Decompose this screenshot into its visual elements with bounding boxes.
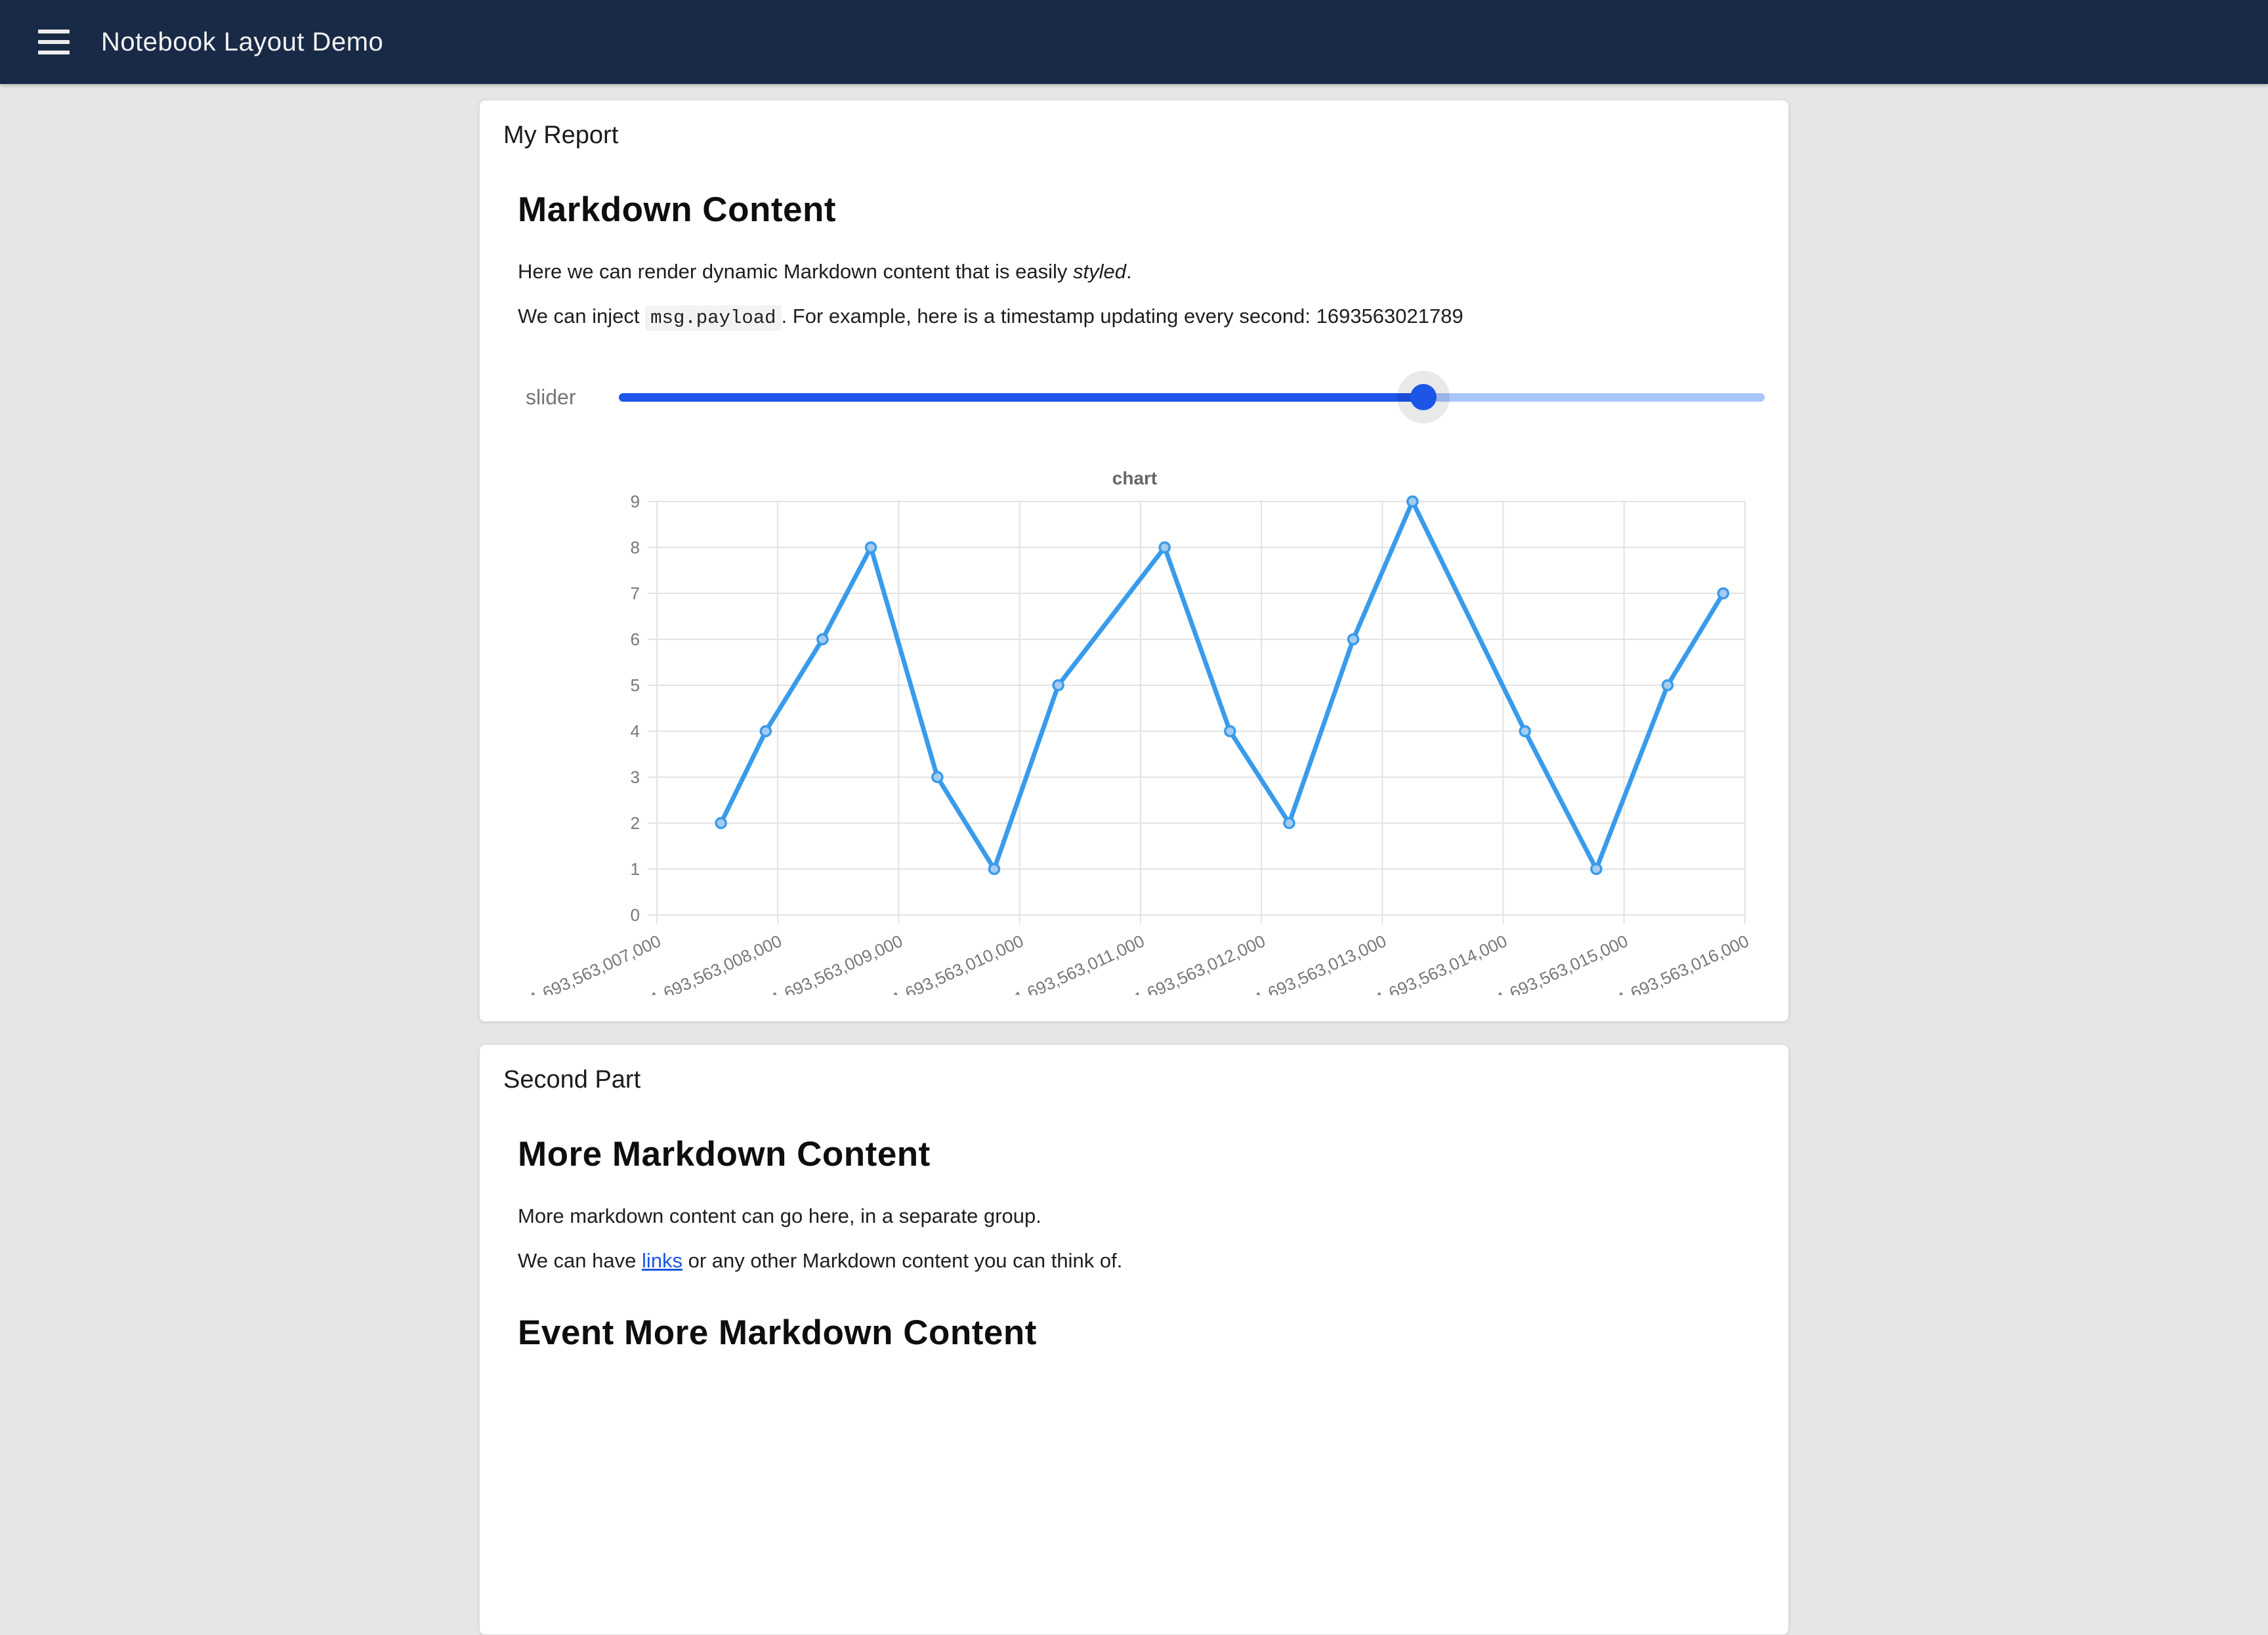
app-header: Notebook Layout Demo <box>0 0 2268 84</box>
hamburger-icon <box>38 30 70 33</box>
svg-text:6: 6 <box>631 629 640 649</box>
svg-text:1: 1 <box>631 859 640 879</box>
hamburger-menu-button[interactable] <box>38 30 70 54</box>
svg-text:1,693,563,010,000: 1,693,563,010,000 <box>889 931 1026 995</box>
svg-text:0: 0 <box>631 905 640 925</box>
markdown-heading: Markdown Content <box>518 190 836 229</box>
markdown-paragraph: We can have links or any other Markdown … <box>518 1249 1123 1272</box>
card-title: Second Part <box>503 1066 641 1094</box>
markdown-heading: More Markdown Content <box>518 1135 931 1174</box>
svg-text:1,693,563,015,000: 1,693,563,015,000 <box>1494 931 1631 995</box>
svg-text:8: 8 <box>631 538 640 557</box>
markdown-paragraph: We can inject msg.payload. For example, … <box>518 304 1765 331</box>
slider-track[interactable] <box>619 371 1765 423</box>
svg-text:1,693,563,007,000: 1,693,563,007,000 <box>526 931 663 995</box>
svg-text:3: 3 <box>631 767 640 787</box>
svg-text:1,693,563,008,000: 1,693,563,008,000 <box>648 931 785 995</box>
svg-text:5: 5 <box>631 675 640 695</box>
emphasis-text: styled <box>1073 260 1126 283</box>
svg-text:4: 4 <box>631 721 640 741</box>
app-title: Notebook Layout Demo <box>101 27 384 56</box>
svg-text:1,693,563,013,000: 1,693,563,013,000 <box>1252 931 1389 995</box>
svg-text:1,693,563,009,000: 1,693,563,009,000 <box>768 931 906 995</box>
markdown-block: Markdown Content Here we can render dyna… <box>518 190 1765 331</box>
svg-text:1,693,563,012,000: 1,693,563,012,000 <box>1131 931 1268 995</box>
svg-text:9: 9 <box>631 492 640 511</box>
svg-text:7: 7 <box>631 584 640 603</box>
svg-text:2: 2 <box>631 813 640 833</box>
svg-text:1,693,563,011,000: 1,693,563,011,000 <box>1011 931 1147 995</box>
svg-text:1,693,563,014,000: 1,693,563,014,000 <box>1373 931 1510 995</box>
markdown-link[interactable]: links <box>641 1249 682 1272</box>
svg-text:chart: chart <box>1112 468 1157 488</box>
report-card: My Report Markdown Content Here we can r… <box>479 100 1789 1022</box>
slider-fill <box>619 393 1423 402</box>
slider-label: slider <box>526 385 576 409</box>
markdown-paragraph: More markdown content can go here, in a … <box>518 1204 1041 1227</box>
inline-code: msg.payload <box>645 305 782 331</box>
slider-thumb[interactable] <box>1410 384 1437 410</box>
slider-widget: slider <box>526 371 1765 423</box>
card-title: My Report <box>503 121 619 149</box>
markdown-paragraph: Here we can render dynamic Markdown cont… <box>518 260 1132 283</box>
timestamp-value: 1693563021789 <box>1316 305 1463 328</box>
second-card: Second Part More Markdown Content More m… <box>479 1044 1789 1635</box>
line-chart: 0 1 2 3 4 5 6 7 8 9 1,693,563,007,000 1,693,563,008… <box>516 462 1752 995</box>
svg-text:1,693,563,016,000: 1,693,563,016,000 <box>1614 931 1752 995</box>
markdown-block: More Markdown Content More markdown cont… <box>518 1134 1765 1353</box>
markdown-heading: Event More Markdown Content <box>518 1313 1037 1352</box>
chart-canvas: 0 1 2 3 4 5 6 7 8 9 1,693,563,007,0001,693,563,008… <box>526 468 1752 995</box>
